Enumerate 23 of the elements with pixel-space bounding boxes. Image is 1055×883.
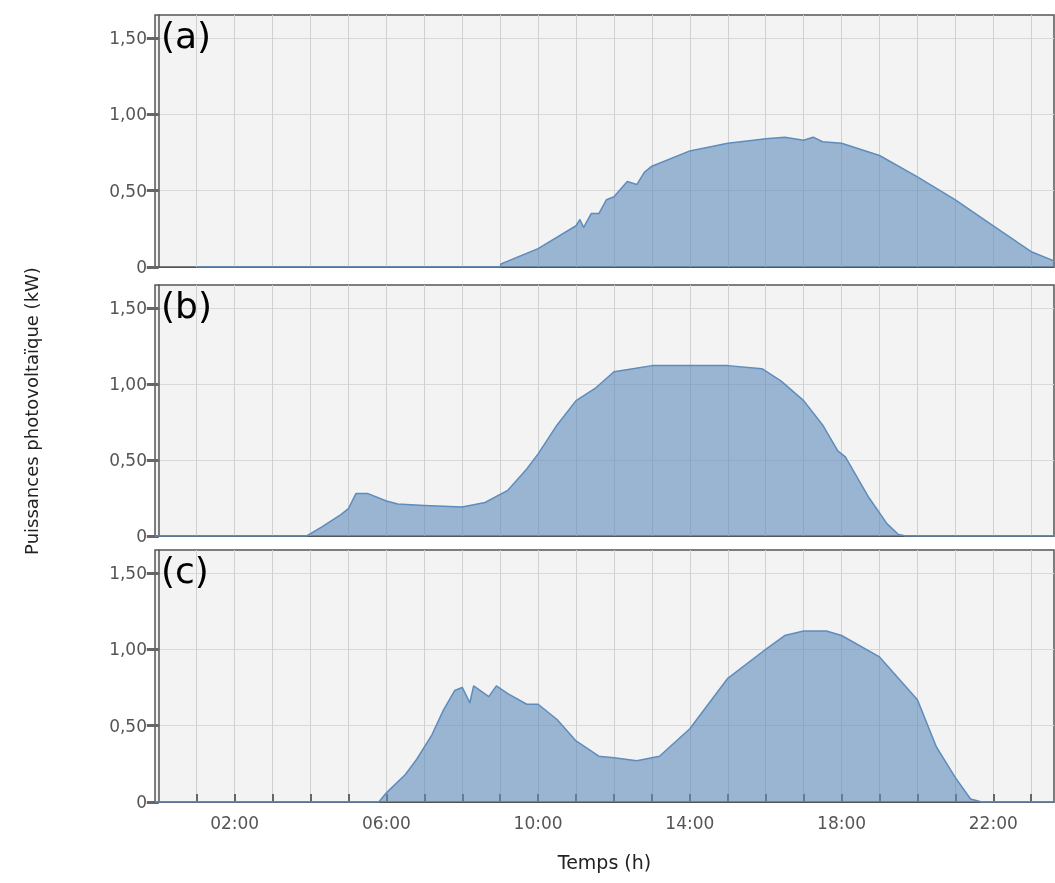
y-tick-label: 0 [136,257,147,277]
y-tick-label: 0,50 [109,180,147,201]
y-tick-label: 1,00 [109,639,147,660]
x-tick-label: 10:00 [513,812,563,833]
y-tick-label: 1,50 [109,297,147,318]
annotation: (c) [161,549,209,591]
y-tick-label: 1,00 [109,104,147,125]
annotation: (a) [161,14,212,56]
x-tick-label: 02:00 [210,812,260,833]
y-tick-label: 1,50 [109,27,147,48]
x-tick-label: 06:00 [361,812,411,833]
y-tick-label: 0 [136,526,147,546]
x-tick-label: 22:00 [968,812,1018,833]
y-tick-label: 0,50 [109,715,147,736]
x-axis-title: Temps (h) [556,850,652,873]
y-tick-label: 0,50 [109,449,147,470]
y-axis-title: Puissances photovoltaïque (kW) [20,266,42,555]
y-tick-label: 0 [136,792,147,812]
x-tick-label: 14:00 [665,812,715,833]
y-tick-label: 1,50 [109,562,147,583]
annotation: (b) [161,284,212,326]
x-tick-label: 18:00 [817,812,867,833]
y-tick-label: 1,00 [109,373,147,394]
